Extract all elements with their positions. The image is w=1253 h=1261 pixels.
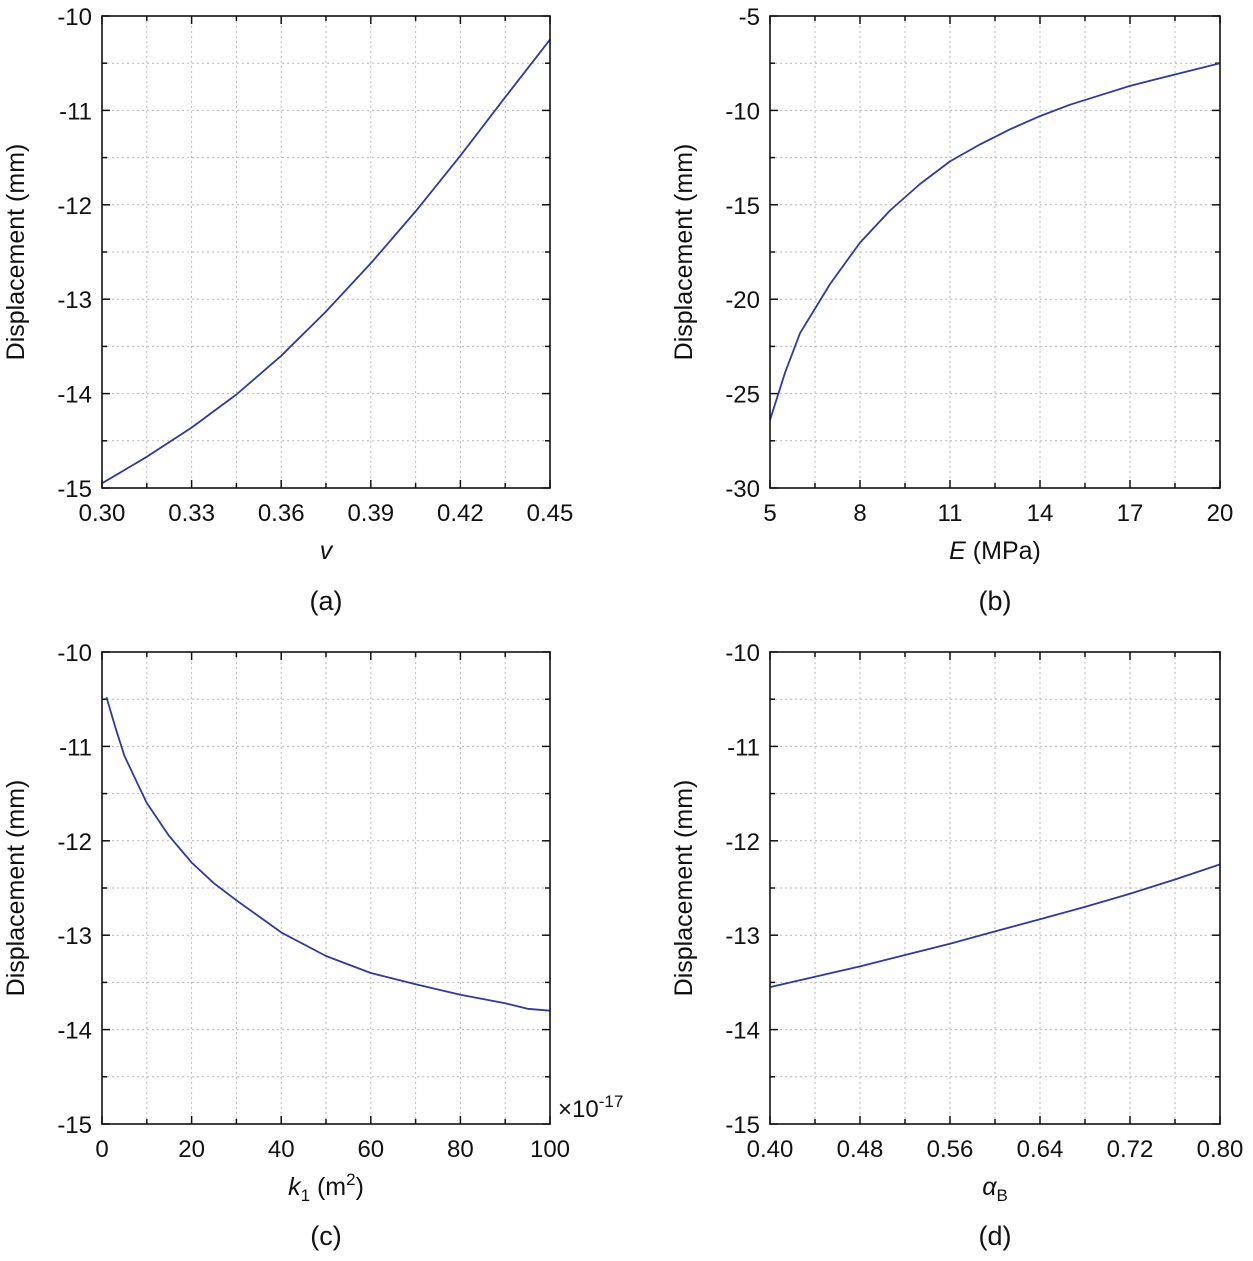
- x-tick-label: 5: [763, 500, 776, 527]
- y-tick-label: -12: [725, 829, 760, 856]
- y-tick-label: -13: [725, 923, 760, 950]
- x-tick-label: 20: [1207, 500, 1234, 527]
- x-tick-label: 0.48: [837, 1136, 884, 1163]
- y-tick-label: -15: [57, 1112, 92, 1139]
- x-tick-label: 0.36: [258, 500, 305, 527]
- y-axis-label: Displacement (mm): [2, 144, 30, 361]
- y-axis-label: Displacement (mm): [670, 780, 698, 997]
- x-tick-label: 11: [938, 500, 963, 527]
- x-tick-label: 0.42: [437, 500, 484, 527]
- x-axis-label: E (MPa): [949, 537, 1041, 565]
- plot-frame: [101, 651, 551, 1125]
- x-axis-label-subscript: 1: [301, 1186, 310, 1205]
- series-line-c: [105, 697, 551, 1012]
- y-tick-label: -25: [725, 382, 760, 409]
- panel-label: (c): [310, 1221, 341, 1251]
- x-axis-label-subscript: B: [996, 1186, 1007, 1205]
- x-tick-label: 0.80: [1197, 1136, 1244, 1163]
- x-axis-label-var: v: [320, 537, 334, 565]
- y-tick-label: -14: [57, 382, 92, 409]
- y-tick-label: -13: [57, 287, 92, 314]
- x-tick-label: 8: [853, 500, 866, 527]
- y-axis-label: Displacement (mm): [2, 780, 30, 997]
- plot-frame: [101, 15, 551, 489]
- x-axis-label: k1 (m2): [288, 1170, 364, 1205]
- y-tick-label: -11: [727, 734, 760, 761]
- x-tick-label: 20: [178, 1136, 205, 1163]
- x-tick-label: 0.56: [927, 1136, 974, 1163]
- chart-panel-c: 0 20 40 60 80 100 -10 -11 -12 -13 -14 -15 Displaceme…: [2, 640, 623, 1251]
- y-tick-label: -5: [739, 4, 760, 31]
- chart-panel-d: 0.40 0.48 0.56 0.64 0.72 0.80 -10 -11 -12 -13 -14 -…: [670, 640, 1243, 1251]
- x-tick-label: 0.33: [168, 500, 215, 527]
- y-tick-label: -11: [59, 98, 92, 125]
- y-tick-label: -10: [57, 4, 92, 31]
- x-axis-label-close: ): [356, 1173, 364, 1201]
- plot-frame: [769, 651, 1221, 1125]
- y-tick-label: -30: [725, 476, 760, 503]
- x-axis-multiplier-base: ×10: [558, 1096, 599, 1123]
- y-axis-label: Displacement (mm): [670, 144, 698, 361]
- y-tick-label: -14: [57, 1018, 92, 1045]
- x-tick-label: 0.64: [1017, 1136, 1064, 1163]
- y-tick-label: -11: [59, 734, 92, 761]
- x-tick-label: 0: [95, 1136, 108, 1163]
- x-tick-label: 0.30: [79, 500, 126, 527]
- panel-label: (b): [979, 586, 1012, 616]
- x-tick-label: 100: [530, 1136, 570, 1163]
- x-axis-label: αB: [982, 1173, 1008, 1205]
- y-tick-label: -10: [57, 640, 92, 667]
- y-tick-label: -13: [57, 923, 92, 950]
- series-line-a: [101, 39, 551, 485]
- x-axis-multiplier: ×10-17: [558, 1092, 623, 1123]
- x-tick-label: 60: [357, 1136, 384, 1163]
- y-tick-label: -15: [725, 193, 760, 220]
- x-axis-label-unit: (m: [310, 1173, 346, 1201]
- x-tick-label: 17: [1117, 500, 1144, 527]
- x-axis-label-var: α: [982, 1173, 997, 1201]
- chart-panel-a: 0.30 0.33 0.36 0.39 0.42 0.45 -10 -11 -12 -13 -14 -…: [2, 4, 573, 616]
- y-tick-label: -10: [725, 640, 760, 667]
- x-tick-label: 0.39: [347, 500, 394, 527]
- x-axis-label-unit: (MPa): [966, 537, 1041, 565]
- plot-frame: [769, 15, 1221, 489]
- x-tick-label: 0.45: [527, 500, 574, 527]
- x-axis-label-superscript: 2: [346, 1170, 355, 1189]
- x-axis-multiplier-exponent: -17: [599, 1092, 624, 1111]
- y-tick-label: -15: [57, 476, 92, 503]
- y-tick-label: -12: [57, 193, 92, 220]
- series-line-d: [769, 863, 1221, 988]
- x-tick-label: 40: [268, 1136, 295, 1163]
- x-tick-label: 0.40: [747, 1136, 794, 1163]
- x-tick-label: 0.72: [1107, 1136, 1154, 1163]
- panel-label: (a): [310, 586, 343, 616]
- panel-label: (d): [979, 1221, 1012, 1251]
- series-line-b: [769, 62, 1221, 421]
- x-tick-label: 80: [447, 1136, 474, 1163]
- x-axis-label-var: E: [949, 537, 966, 565]
- y-tick-label: -10: [725, 98, 760, 125]
- x-tick-label: 14: [1027, 500, 1054, 527]
- y-tick-label: -20: [725, 287, 760, 314]
- x-axis-label-var: k: [288, 1173, 302, 1201]
- y-tick-label: -14: [725, 1018, 760, 1045]
- chart-panel-b: 5 8 11 14 17 20 -5 -10 -15 -20 -25 -30 Displacement …: [670, 4, 1233, 616]
- y-tick-label: -15: [725, 1112, 760, 1139]
- y-tick-label: -12: [57, 829, 92, 856]
- x-axis-label: v: [320, 537, 334, 565]
